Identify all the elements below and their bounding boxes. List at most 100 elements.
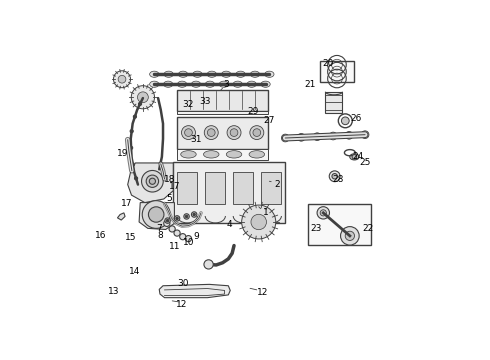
Ellipse shape <box>192 81 201 87</box>
Text: 7: 7 <box>156 224 162 233</box>
Circle shape <box>118 75 126 83</box>
Text: 16: 16 <box>96 231 107 240</box>
Circle shape <box>250 126 264 140</box>
Circle shape <box>165 218 171 223</box>
Bar <box>308 204 371 245</box>
Circle shape <box>164 220 170 226</box>
Ellipse shape <box>350 154 359 160</box>
Text: 12: 12 <box>257 288 268 297</box>
Bar <box>177 172 197 204</box>
Polygon shape <box>159 284 230 298</box>
Text: 29: 29 <box>247 107 259 116</box>
Circle shape <box>242 205 276 239</box>
Circle shape <box>142 201 170 228</box>
Text: 3: 3 <box>223 80 229 89</box>
Circle shape <box>174 216 180 221</box>
Text: 19: 19 <box>117 149 128 158</box>
Polygon shape <box>128 163 173 203</box>
Text: 18: 18 <box>164 175 175 184</box>
Text: 20: 20 <box>322 59 334 68</box>
Circle shape <box>207 129 215 136</box>
Circle shape <box>114 71 130 88</box>
Text: 12: 12 <box>176 300 188 309</box>
Circle shape <box>131 163 134 166</box>
Circle shape <box>341 226 359 245</box>
Text: 4: 4 <box>226 220 232 229</box>
Text: 8: 8 <box>158 230 164 239</box>
Text: 2: 2 <box>274 180 280 189</box>
Bar <box>325 92 343 113</box>
Circle shape <box>332 174 338 179</box>
Ellipse shape <box>203 151 219 158</box>
Circle shape <box>281 134 289 142</box>
Circle shape <box>138 92 148 103</box>
Bar <box>261 172 281 204</box>
Text: 32: 32 <box>183 100 194 109</box>
Circle shape <box>253 129 261 136</box>
Circle shape <box>133 115 137 118</box>
Circle shape <box>227 126 241 140</box>
Circle shape <box>192 212 197 217</box>
Text: 5: 5 <box>167 194 172 203</box>
Text: 27: 27 <box>264 116 275 125</box>
Ellipse shape <box>149 71 159 77</box>
Text: 10: 10 <box>183 238 194 247</box>
Bar <box>177 111 268 114</box>
Circle shape <box>297 134 305 141</box>
Circle shape <box>320 210 326 216</box>
Text: 28: 28 <box>332 175 343 184</box>
Text: 25: 25 <box>359 158 371 167</box>
Circle shape <box>131 86 154 109</box>
Circle shape <box>185 215 188 217</box>
Ellipse shape <box>207 71 217 77</box>
Circle shape <box>149 178 155 184</box>
Ellipse shape <box>164 81 173 87</box>
Circle shape <box>176 217 178 220</box>
Bar <box>173 162 285 223</box>
Circle shape <box>317 207 329 219</box>
Circle shape <box>146 175 159 188</box>
Circle shape <box>181 126 196 140</box>
Circle shape <box>329 171 340 182</box>
Text: 21: 21 <box>304 80 316 89</box>
Text: 31: 31 <box>190 135 202 144</box>
Text: 1: 1 <box>263 208 269 217</box>
Polygon shape <box>118 213 125 220</box>
Circle shape <box>230 129 238 136</box>
Circle shape <box>139 102 142 105</box>
Ellipse shape <box>261 81 270 87</box>
Circle shape <box>135 177 138 180</box>
Ellipse shape <box>193 71 202 77</box>
Text: 26: 26 <box>350 114 361 123</box>
Ellipse shape <box>250 71 260 77</box>
Text: 24: 24 <box>353 152 364 161</box>
Text: 11: 11 <box>169 242 180 251</box>
Ellipse shape <box>177 81 187 87</box>
Circle shape <box>129 146 133 149</box>
Ellipse shape <box>236 71 245 77</box>
Text: 17: 17 <box>169 182 180 191</box>
Circle shape <box>174 230 180 236</box>
Ellipse shape <box>164 71 173 77</box>
Circle shape <box>180 234 186 240</box>
Circle shape <box>352 154 357 159</box>
Ellipse shape <box>205 81 215 87</box>
Bar <box>177 117 268 149</box>
Circle shape <box>193 213 196 216</box>
Text: 33: 33 <box>199 97 211 106</box>
Circle shape <box>345 231 354 240</box>
Circle shape <box>204 126 218 140</box>
Ellipse shape <box>247 81 256 87</box>
Circle shape <box>313 133 321 140</box>
Bar <box>205 172 225 204</box>
Circle shape <box>345 131 353 139</box>
Text: 30: 30 <box>178 279 189 288</box>
Ellipse shape <box>265 71 274 77</box>
Circle shape <box>167 220 169 222</box>
Text: 22: 22 <box>363 224 374 233</box>
Text: 13: 13 <box>108 287 120 296</box>
Ellipse shape <box>149 81 159 87</box>
Text: 23: 23 <box>311 224 322 233</box>
Circle shape <box>185 235 192 242</box>
Circle shape <box>184 214 189 219</box>
